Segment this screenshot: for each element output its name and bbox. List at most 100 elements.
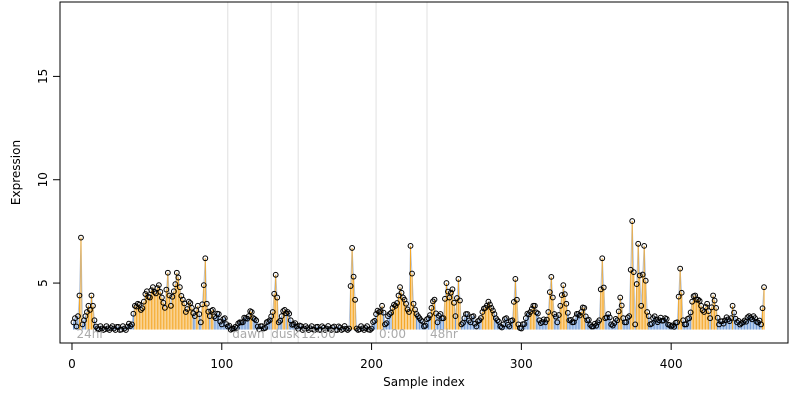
data-point bbox=[185, 298, 192, 305]
data-point bbox=[121, 325, 128, 332]
data-point bbox=[581, 304, 588, 311]
data-point bbox=[624, 314, 631, 321]
data-point bbox=[430, 298, 436, 305]
data-point bbox=[190, 310, 197, 317]
data-point bbox=[464, 311, 471, 317]
data-point bbox=[230, 325, 237, 332]
data-point bbox=[75, 313, 81, 320]
data-point bbox=[668, 323, 675, 330]
data-point bbox=[630, 269, 637, 276]
data-point bbox=[704, 300, 711, 307]
data-point bbox=[359, 325, 366, 332]
data-point bbox=[182, 309, 189, 315]
data-point bbox=[494, 317, 501, 324]
data-point bbox=[265, 318, 272, 325]
data-point bbox=[752, 315, 758, 322]
data-point bbox=[445, 288, 451, 295]
data-point bbox=[154, 285, 161, 292]
data-point bbox=[87, 307, 93, 313]
data-point bbox=[440, 315, 447, 322]
data-point bbox=[269, 309, 276, 315]
data-point bbox=[560, 282, 567, 289]
data-point bbox=[531, 302, 538, 309]
data-point bbox=[397, 284, 403, 291]
data-point bbox=[677, 265, 684, 272]
data-point bbox=[614, 317, 621, 324]
data-point bbox=[729, 302, 736, 309]
data-point bbox=[509, 317, 516, 324]
data-point bbox=[346, 325, 353, 332]
data-point bbox=[513, 296, 520, 303]
data-point bbox=[674, 319, 681, 326]
data-point bbox=[639, 271, 646, 278]
data-point bbox=[73, 323, 80, 330]
data-point bbox=[146, 294, 153, 301]
data-point bbox=[167, 302, 174, 309]
data-point bbox=[642, 277, 649, 284]
data-point bbox=[425, 315, 432, 322]
data-point bbox=[157, 289, 164, 295]
data-point bbox=[512, 276, 519, 282]
data-point bbox=[741, 317, 748, 324]
phase-label: dawn bbox=[232, 327, 264, 341]
data-point bbox=[533, 309, 540, 316]
data-point bbox=[371, 318, 378, 324]
data-point bbox=[137, 307, 144, 313]
data-point bbox=[683, 321, 690, 328]
data-point bbox=[215, 311, 222, 317]
data-point bbox=[382, 321, 388, 328]
data-point bbox=[161, 304, 168, 311]
data-point bbox=[449, 286, 456, 293]
data-point bbox=[629, 218, 636, 224]
data-point bbox=[540, 316, 547, 323]
data-point bbox=[164, 269, 171, 276]
data-point bbox=[202, 255, 209, 262]
data-point bbox=[188, 304, 195, 311]
data-point bbox=[374, 307, 381, 314]
data-point bbox=[91, 317, 98, 324]
data-point bbox=[124, 323, 131, 330]
data-point bbox=[487, 301, 493, 308]
data-point bbox=[503, 315, 510, 322]
data-point bbox=[455, 276, 462, 282]
data-point bbox=[448, 289, 454, 296]
x-tick-label: 0 bbox=[68, 357, 76, 371]
data-point bbox=[549, 294, 556, 301]
data-point bbox=[422, 322, 429, 329]
data-point bbox=[696, 297, 703, 304]
data-point bbox=[443, 280, 450, 286]
data-point bbox=[284, 309, 291, 315]
data-point bbox=[561, 291, 568, 298]
data-point bbox=[563, 300, 570, 307]
data-point bbox=[272, 271, 279, 278]
data-point bbox=[129, 321, 135, 328]
phase-label: dusk bbox=[271, 327, 299, 341]
data-point bbox=[286, 310, 293, 317]
data-point bbox=[380, 309, 387, 316]
data-point bbox=[678, 289, 685, 296]
data-point bbox=[394, 300, 400, 306]
data-point bbox=[498, 324, 505, 331]
data-point bbox=[603, 314, 610, 321]
data-point bbox=[76, 292, 83, 299]
data-point bbox=[428, 304, 435, 311]
data-point bbox=[599, 255, 606, 262]
x-tick-label: 400 bbox=[660, 357, 683, 371]
data-point bbox=[675, 293, 682, 300]
expression-stems bbox=[72, 221, 765, 330]
data-point bbox=[163, 286, 170, 293]
data-point bbox=[606, 314, 613, 321]
data-point bbox=[548, 273, 555, 280]
data-point bbox=[176, 284, 183, 291]
data-point bbox=[344, 327, 351, 333]
y-tick-label: 15 bbox=[36, 69, 50, 84]
data-point bbox=[160, 299, 167, 306]
data-point bbox=[169, 293, 176, 300]
data-point bbox=[645, 313, 652, 319]
data-point bbox=[248, 309, 255, 315]
data-point bbox=[379, 302, 385, 309]
data-point bbox=[158, 294, 165, 301]
data-point bbox=[274, 294, 281, 301]
data-point bbox=[626, 313, 633, 320]
x-tick-label: 300 bbox=[510, 357, 533, 371]
